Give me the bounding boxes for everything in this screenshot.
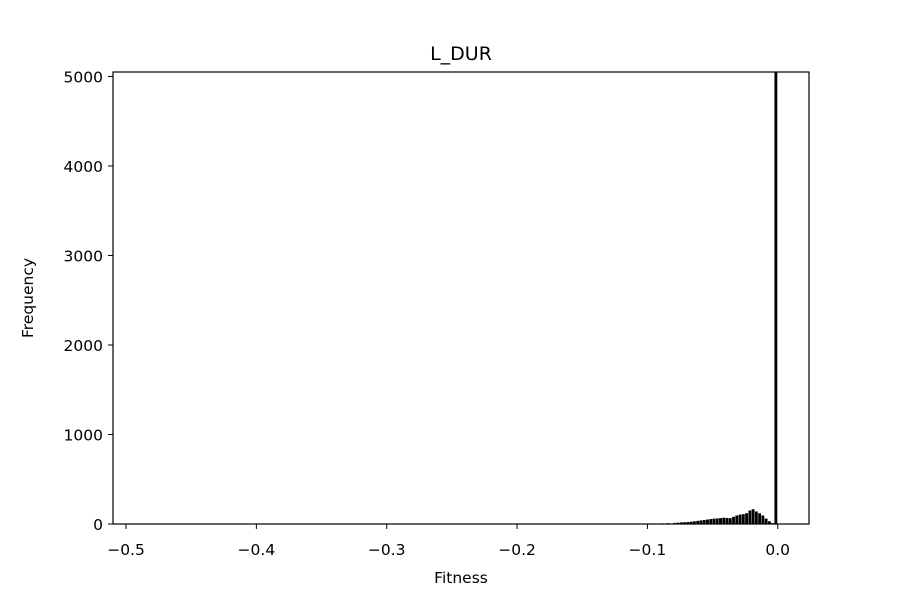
histogram-bar — [735, 515, 739, 524]
histogram-bar — [751, 509, 755, 524]
y-tick-label: 3000 — [64, 247, 103, 265]
y-tick-label: 5000 — [64, 68, 103, 86]
chart-title: L_DUR — [430, 43, 492, 65]
histogram-bar — [712, 518, 716, 524]
x-axis-label: Fitness — [434, 569, 488, 587]
histogram-bar — [738, 514, 742, 524]
y-tick-label: 1000 — [64, 426, 103, 444]
histogram-bar — [676, 522, 680, 524]
histogram-bar — [741, 514, 745, 524]
histogram-bar — [702, 519, 706, 524]
x-tick-label: −0.1 — [629, 541, 667, 559]
histogram-bar — [722, 517, 726, 524]
x-tick-label: −0.3 — [368, 541, 406, 559]
x-axis-ticks: −0.5 −0.4 −0.3 −0.2 −0.1 0.0 — [107, 524, 790, 559]
histogram-bar — [683, 522, 687, 524]
plot-frame — [112, 71, 810, 525]
histogram-bar — [689, 521, 693, 524]
histogram-bar — [715, 518, 719, 524]
x-tick-label: −0.4 — [238, 541, 276, 559]
histogram-bar — [699, 520, 703, 524]
histogram-bar — [693, 521, 696, 524]
x-tick-label: −0.5 — [107, 541, 145, 559]
histogram-bar — [748, 510, 752, 524]
histogram-bar — [706, 519, 709, 524]
histogram-bar — [767, 521, 771, 524]
histogram-bar — [709, 519, 713, 524]
bar-series — [640, 72, 778, 524]
histogram-bar — [764, 518, 768, 524]
y-tick-label: 2000 — [64, 337, 103, 355]
histogram-bar — [696, 520, 700, 524]
histogram-bar — [761, 515, 765, 524]
histogram-bar — [732, 516, 735, 524]
x-tick-label: 0.0 — [765, 541, 790, 559]
x-tick-label: −0.2 — [498, 541, 536, 559]
y-axis-label: Frequency — [19, 258, 37, 338]
y-axis-ticks: 0 1000 2000 3000 4000 5000 — [64, 68, 113, 534]
histogram-bar — [774, 72, 778, 524]
y-tick-label: 0 — [93, 516, 103, 534]
histogram-bar — [686, 522, 690, 524]
histogram-bar — [754, 511, 758, 524]
y-tick-label: 4000 — [64, 158, 103, 176]
histogram-bar — [719, 518, 722, 524]
histogram-bar — [725, 517, 729, 524]
histogram-bar — [758, 513, 762, 524]
histogram-bar — [679, 522, 683, 524]
histogram-bar — [728, 518, 732, 524]
histogram-bar — [745, 513, 748, 524]
